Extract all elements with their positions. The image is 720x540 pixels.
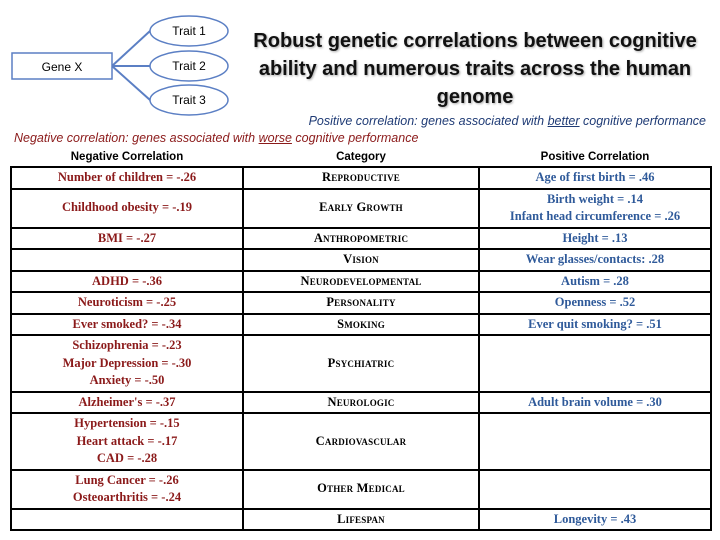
category-cell: Personality: [242, 291, 480, 315]
header-negative: Negative Correlation: [70, 151, 184, 163]
trait-label-3: Trait 3: [172, 93, 206, 107]
table-body: Number of children = -.26 Reproductive Age…: [10, 166, 712, 531]
negative-correlation-value: Major Depression = -.30: [62, 355, 192, 370]
negative-correlation-value: Neuroticism = -.25: [77, 295, 177, 309]
category-cell: Smoking: [242, 312, 480, 336]
trait-label-1: Trait 1: [172, 24, 206, 38]
category-cell: Anthropometric: [242, 226, 480, 250]
gene-trait-diagram: Gene X Trait 1 Trait 2 Trait 3: [11, 15, 229, 116]
trait-label-2: Trait 2: [172, 59, 206, 73]
gene-label: Gene X: [42, 60, 83, 74]
category-cell: Lifespan: [242, 507, 480, 531]
negative-correlation-value: Heart attack = -.17: [76, 433, 178, 448]
positive-correlation-cell: [478, 468, 712, 510]
positive-correlation-cell: Wear glasses/contacts: .28: [478, 248, 712, 272]
positive-correlation-cell: Age of first birth = .46: [478, 166, 712, 190]
positive-correlation-value: Wear glasses/contacts: .28: [525, 252, 665, 266]
negative-note-suffix: cognitive performance: [291, 131, 419, 145]
positive-correlation-cell: [478, 334, 712, 393]
category-cell: Early Growth: [242, 187, 480, 229]
table-row: ADHD = -.36 Neurodevelopmental Autism = .2…: [10, 269, 712, 293]
positive-correlation-value: Birth weight = .14: [546, 191, 643, 206]
negative-correlation-value: CAD = -.28: [96, 451, 158, 465]
negative-correlation-value: Alzheimer's = -.37: [78, 394, 176, 409]
positive-correlation-cell: Birth weight = .14 Infant head circumfere…: [478, 187, 712, 229]
negative-note-text: Negative correlation: genes associated w…: [14, 131, 259, 145]
negative-note-emphasis: worse: [258, 131, 292, 145]
positive-correlation-value: Adult brain volume = .30: [528, 394, 662, 409]
negative-correlation-value: Osteoarthritis = -.24: [72, 490, 182, 504]
positive-correlation-cell: [478, 412, 712, 471]
positive-note-emphasis: better: [547, 114, 580, 128]
positive-note-text: Positive correlation: genes associated w…: [308, 114, 548, 128]
negative-correlation-value: Childhood obesity = -.19: [61, 200, 193, 215]
category-cell: Cardiovascular: [242, 412, 480, 471]
negative-correlation-cell: Ever smoked? = -.34: [10, 312, 244, 336]
category-cell: Vision: [242, 248, 480, 272]
trait-node-2: [149, 50, 229, 82]
negative-correlation-value: Number of children = -.26: [57, 170, 197, 184]
positive-correlation-note: Positive correlation: genes associated w…: [309, 114, 706, 128]
negative-correlation-value: Hypertension = -.15: [74, 416, 180, 430]
header-category: Category: [336, 151, 386, 163]
positive-correlation-cell: Openness = .52: [478, 291, 712, 315]
positive-correlation-value: Openness = .52: [554, 295, 636, 309]
table-row: Hypertension = -.15 Heart attack = -.17 CA…: [10, 412, 712, 471]
negative-correlation-cell: [10, 248, 244, 272]
trait-node-3: [149, 84, 229, 116]
negative-correlation-cell: Schizophrenia = -.23 Major Depression = -…: [10, 334, 244, 393]
positive-correlation-value: Height = .13: [562, 230, 628, 245]
negative-correlation-value: Lung Cancer = -.26: [75, 472, 179, 487]
negative-correlation-cell: Childhood obesity = -.19: [10, 187, 244, 229]
negative-correlation-value: BMI = -.27: [97, 230, 157, 245]
category-cell: Neurodevelopmental: [242, 269, 480, 293]
table-row: Alzheimer's = -.37 Neurologic Adult brain …: [10, 390, 712, 414]
table-row: Childhood obesity = -.19 Early Growth Birt…: [10, 187, 712, 229]
table-row: Neuroticism = -.25 Personality Openness = …: [10, 291, 712, 315]
table-row: Number of children = -.26 Reproductive Age…: [10, 166, 712, 190]
category-cell: Neurologic: [242, 390, 480, 414]
positive-correlation-cell: Autism = .28: [478, 269, 712, 293]
negative-correlation-note: Negative correlation: genes associated w…: [14, 131, 418, 145]
negative-correlation-cell: BMI = -.27: [10, 226, 244, 250]
positive-correlation-cell: Adult brain volume = .30: [478, 390, 712, 414]
negative-correlation-cell: Neuroticism = -.25: [10, 291, 244, 315]
positive-note-suffix: cognitive performance: [579, 114, 706, 128]
trait-node-1: [149, 15, 229, 47]
edge-gene-trait-1: [111, 30, 151, 67]
category-cell: Other Medical: [242, 468, 480, 510]
negative-correlation-value: Anxiety = -.50: [89, 373, 165, 387]
category-cell: Psychiatric: [242, 334, 480, 393]
correlation-table: Negative Correlation Category Positive C…: [10, 148, 712, 531]
positive-correlation-value: Infant head circumference = .26: [509, 209, 681, 223]
negative-correlation-value: Ever smoked? = -.34: [72, 316, 182, 331]
gene-node: [11, 52, 113, 80]
table-row: Lung Cancer = -.26 Osteoarthritis = -.24 O…: [10, 468, 712, 510]
positive-correlation-value: Age of first birth = .46: [535, 170, 655, 184]
negative-correlation-cell: Lung Cancer = -.26 Osteoarthritis = -.24: [10, 468, 244, 510]
negative-correlation-cell: Hypertension = -.15 Heart attack = -.17 CA…: [10, 412, 244, 471]
table-row: Vision Wear glasses/contacts: .28: [10, 248, 712, 272]
negative-correlation-value: Schizophrenia = -.23: [72, 338, 182, 352]
positive-correlation-value: Ever quit smoking? = .51: [528, 316, 662, 331]
table-row: Ever smoked? = -.34 Smoking Ever quit smok…: [10, 312, 712, 336]
header-positive: Positive Correlation: [540, 151, 650, 163]
negative-correlation-value: ADHD = -.36: [92, 273, 162, 288]
category-cell: Reproductive: [242, 166, 480, 190]
table-row: Lifespan Longevity = .43: [10, 507, 712, 531]
positive-correlation-cell: Height = .13: [478, 226, 712, 250]
positive-correlation-value: Longevity = .43: [553, 511, 637, 526]
positive-correlation-cell: Longevity = .43: [478, 507, 712, 531]
negative-correlation-cell: Alzheimer's = -.37: [10, 390, 244, 414]
page-title: Robust genetic correlations between cogn…: [253, 30, 697, 108]
negative-correlation-cell: Number of children = -.26: [10, 166, 244, 190]
table-header-row: Negative Correlation Category Positive C…: [11, 148, 711, 167]
negative-correlation-cell: ADHD = -.36: [10, 269, 244, 293]
table-row: Schizophrenia = -.23 Major Depression = -…: [10, 334, 712, 393]
positive-correlation-cell: Ever quit smoking? = .51: [478, 312, 712, 336]
positive-correlation-value: Autism = .28: [561, 273, 629, 288]
table-row: BMI = -.27 Anthropometric Height = .13: [10, 226, 712, 250]
edge-gene-trait-3: [111, 65, 151, 101]
negative-correlation-cell: [10, 507, 244, 531]
